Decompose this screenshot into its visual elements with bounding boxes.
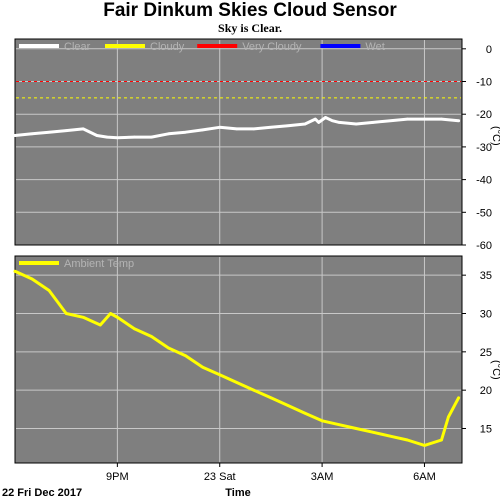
y-tick-label-ambient-4: 15 [480,424,492,436]
data-point-sky-0-24 [354,122,358,126]
data-point-ambient-0-28 [457,396,460,400]
chart-title: Fair Dinkum Skies Cloud Sensor [103,0,397,21]
data-point-sky-0-2 [47,130,51,134]
data-point-ambient-0-3 [64,312,68,315]
y-tick-label-ambient-1: 30 [480,309,492,321]
data-point-ambient-0-14 [235,381,239,384]
data-point-sky-0-16 [269,125,273,129]
plot-area-ambient [14,255,463,464]
data-point-sky-0-28 [423,117,426,121]
data-point-ambient-0-8 [133,327,136,331]
data-point-sky-0-0 [13,134,17,137]
y-tick-label-sky-1: -10 [476,77,492,89]
data-point-sky-0-3 [64,129,68,132]
data-point-ambient-0-20 [337,423,341,426]
plot-area-sky [14,38,463,246]
data-point-sky-0-29 [440,117,443,121]
data-point-ambient-0-12 [201,365,204,369]
x-tick-label-3: 6AM [413,471,436,483]
data-point-ambient-0-7 [116,316,119,319]
data-point-ambient-0-4 [81,316,85,319]
data-point-sky-0-22 [331,119,334,123]
y-tick-label-ambient-0: 35 [480,270,492,282]
data-point-sky-0-30 [457,119,460,123]
y-tick-label-ambient-2: 25 [480,347,492,359]
data-point-ambient-0-15 [252,388,256,392]
data-point-sky-0-7 [116,136,119,140]
data-point-sky-0-25 [371,121,375,124]
date-label: 22 Fri Dec 2017 [2,487,82,499]
data-point-ambient-0-26 [440,438,443,442]
y-tick-label-sky-4: -40 [476,175,492,187]
y-tick-label-ambient-3: 20 [480,385,492,397]
data-point-sky-0-10 [167,132,170,136]
legend-label-cloudy: Cloudy [150,41,185,53]
data-point-ambient-0-2 [47,289,51,292]
sky-status: Sky is Clear. [218,21,282,35]
data-point-ambient-0-1 [30,277,34,281]
data-point-sky-0-20 [317,121,320,124]
data-point-ambient-0-13 [218,373,222,377]
y-tick-label-sky-0: 0 [486,44,492,56]
data-point-sky-0-14 [235,127,239,131]
x-tick-label-1: 23 Sat [204,471,236,483]
data-point-sky-0-12 [201,128,204,132]
data-point-sky-0-11 [184,130,187,134]
legend-label-ambient-temp: Ambient Temp [64,258,134,270]
data-point-ambient-0-23 [389,434,392,438]
data-point-sky-0-27 [406,117,409,121]
data-point-ambient-0-0 [13,270,17,273]
x-tick-label-0: 9PM [106,471,129,483]
data-point-sky-0-21 [324,116,327,119]
legend-label-wet: Wet [365,41,384,53]
data-point-ambient-0-22 [371,431,375,434]
legend-label-very-cloudy: Very Cloudy [242,41,302,53]
y-tick-label-sky-6: -60 [476,240,492,252]
y-tick-label-sky-2: -20 [476,109,492,121]
data-point-ambient-0-25 [423,444,426,447]
data-point-ambient-0-11 [184,354,187,357]
legend-label-clear: Clear [64,41,91,53]
data-point-ambient-0-10 [167,346,170,350]
data-point-ambient-0-27 [447,415,450,419]
data-point-ambient-0-6 [109,312,112,315]
data-point-sky-0-5 [95,134,99,137]
y-tick-label-sky-3: -30 [476,142,492,154]
y-tick-label-sky-5: -50 [476,207,492,219]
data-point-sky-0-26 [389,119,392,123]
data-point-ambient-0-21 [354,427,358,430]
data-point-sky-0-19 [313,117,317,121]
data-point-ambient-0-19 [320,419,324,423]
data-point-ambient-0-16 [269,396,273,400]
data-point-sky-0-9 [150,135,153,139]
data-point-sky-0-13 [218,125,222,129]
data-point-sky-0-8 [133,135,136,139]
y-axis-label-sky: (°C) [490,126,500,146]
x-axis-label: Time [225,487,250,499]
data-point-sky-0-4 [81,127,85,131]
data-point-sky-0-17 [286,124,290,127]
data-point-ambient-0-5 [99,323,102,327]
x-tick-label-2: 3AM [311,471,334,483]
data-point-ambient-0-9 [150,335,153,338]
data-point-ambient-0-24 [406,438,409,442]
data-point-ambient-0-18 [303,411,307,415]
data-point-sky-0-15 [252,127,256,131]
data-point-sky-0-6 [105,135,109,139]
data-point-ambient-0-17 [286,404,290,407]
data-point-sky-0-1 [30,132,34,136]
data-point-sky-0-18 [303,122,307,126]
y-axis-label-ambient: (°C) [490,360,500,380]
data-point-sky-0-23 [337,121,341,124]
